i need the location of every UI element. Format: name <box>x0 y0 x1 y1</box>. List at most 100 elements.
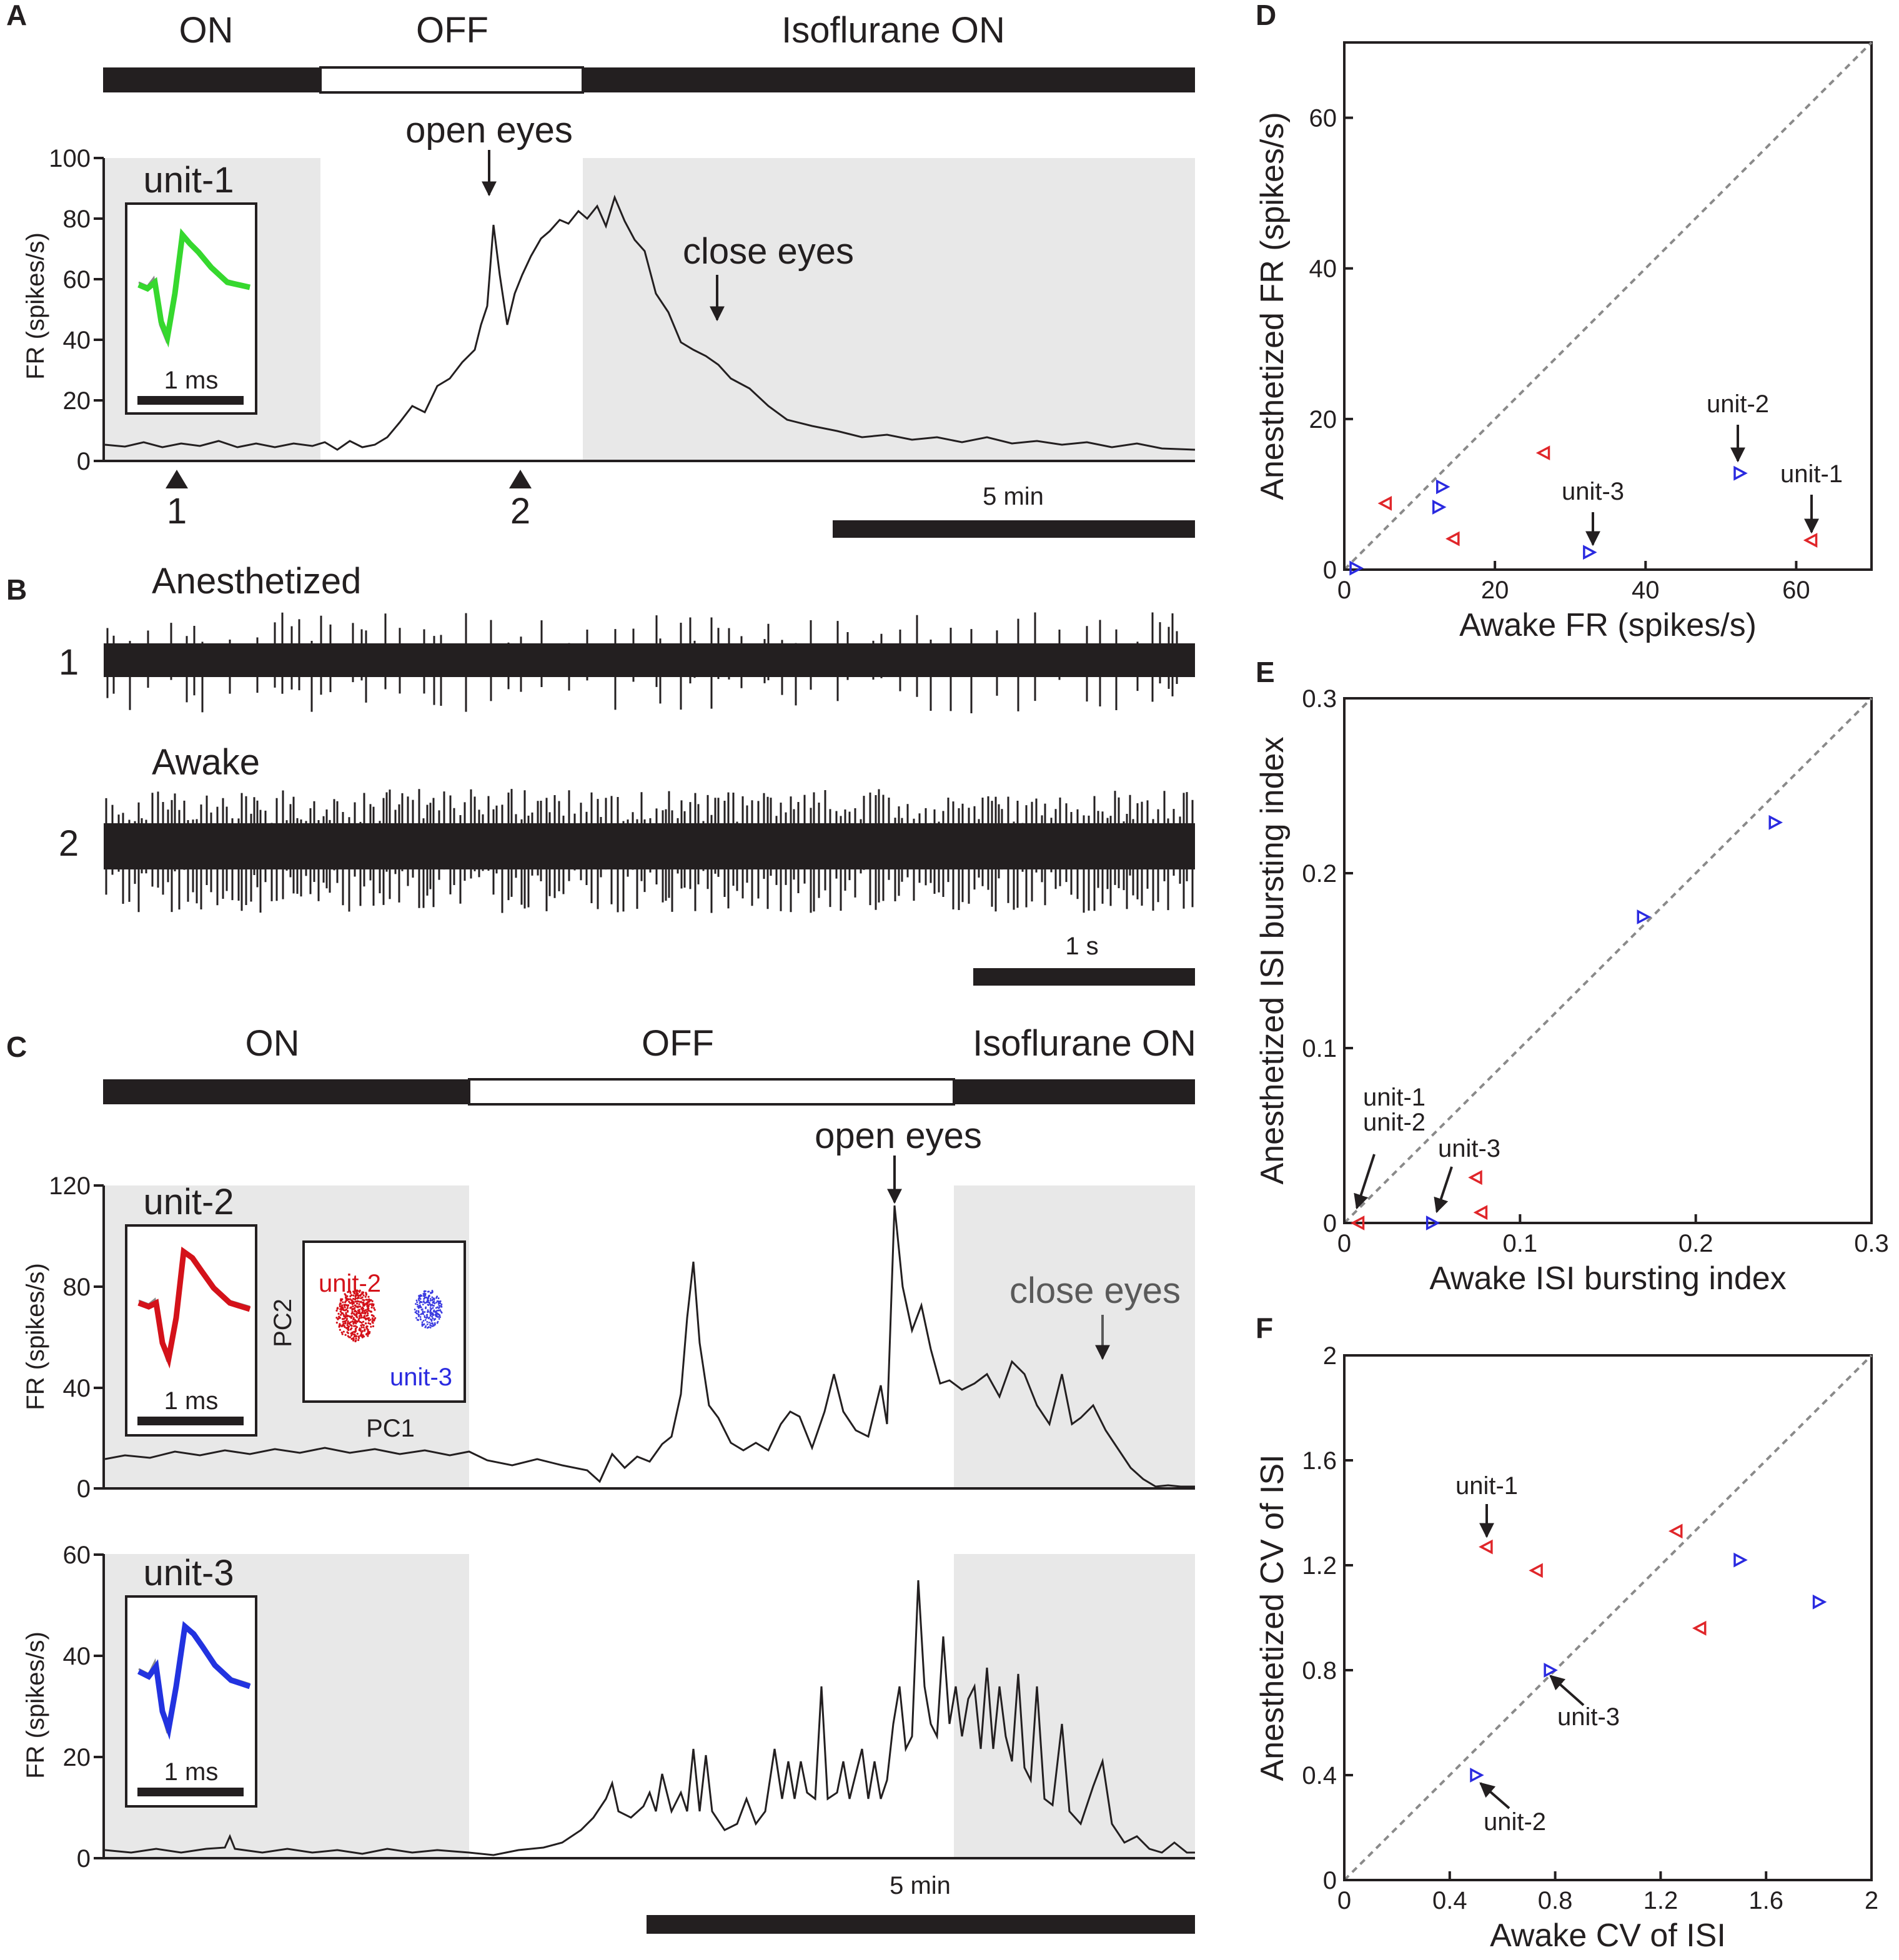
pca-point <box>436 1322 439 1324</box>
x-tick-label: 20 <box>1481 577 1509 604</box>
pca-point <box>371 1320 374 1323</box>
pca-point <box>340 1300 342 1302</box>
panel-a-close-eyes-label: close eyes <box>683 231 854 272</box>
y-tick-label: 0 <box>1323 1210 1337 1237</box>
panel-b-letter: B <box>6 573 27 606</box>
pca-point <box>364 1322 367 1325</box>
pca-point <box>360 1300 362 1303</box>
pca-point <box>337 1312 340 1315</box>
pca-point <box>435 1311 437 1314</box>
pca-point <box>430 1322 432 1325</box>
pca-point <box>429 1311 431 1314</box>
pca-point <box>420 1313 422 1315</box>
pca-point <box>366 1332 369 1335</box>
panel-b-trace-1-spikes <box>106 612 1178 714</box>
panel-a-shade-iso <box>583 158 1195 461</box>
pca-point <box>361 1330 364 1332</box>
pca-point <box>433 1297 435 1300</box>
pca-point <box>429 1309 432 1311</box>
pca-point <box>415 1310 418 1312</box>
pca-point <box>343 1324 345 1327</box>
pca-point <box>420 1309 423 1311</box>
pca-point <box>352 1317 355 1319</box>
pca-point <box>350 1317 352 1319</box>
pca-point <box>350 1332 352 1335</box>
pca-point <box>361 1292 364 1295</box>
pca-point <box>438 1305 440 1307</box>
pca-point <box>366 1308 369 1310</box>
panel-c-bottom-inset-scalebar <box>137 1788 244 1796</box>
panel-a-state-bar <box>103 66 1195 94</box>
y-axis-label: Anesthetized CV of ISI <box>1254 1454 1291 1781</box>
pca-point <box>368 1298 370 1300</box>
pca-point <box>431 1290 434 1292</box>
pca-point <box>440 1303 443 1305</box>
pca-point <box>362 1303 365 1305</box>
pca-point <box>415 1299 418 1302</box>
point-annotation: unit-2 <box>1484 1808 1546 1836</box>
data-point-blue <box>1470 1768 1484 1783</box>
pca-point <box>426 1323 429 1325</box>
pca-point <box>358 1337 360 1339</box>
pca-cluster-unit-2 <box>335 1289 377 1343</box>
pca-point <box>372 1315 375 1318</box>
pca-point <box>359 1328 362 1331</box>
pca-point <box>372 1319 374 1321</box>
pca-point <box>345 1304 349 1307</box>
panel-c-state-bar <box>103 1078 1195 1106</box>
pca-point <box>356 1316 359 1319</box>
pca-point <box>372 1304 375 1307</box>
panel-c-top-shade-iso <box>954 1185 1195 1488</box>
pca-point <box>429 1314 432 1317</box>
pca-point <box>425 1307 427 1310</box>
pca-point <box>438 1309 440 1312</box>
pca-point <box>350 1312 353 1315</box>
pca-point <box>356 1320 359 1323</box>
pca-point <box>369 1323 372 1325</box>
pca-point <box>354 1330 357 1332</box>
pca-point <box>419 1316 422 1318</box>
pca-point <box>416 1301 419 1304</box>
pca-point <box>426 1320 429 1323</box>
pca-point <box>340 1325 343 1327</box>
panel-letter: E <box>1256 656 1275 688</box>
x-tick-label: 2 <box>1865 1887 1878 1914</box>
data-point-blue <box>1812 1594 1827 1610</box>
pca-point <box>424 1311 426 1313</box>
pca-point <box>415 1303 417 1305</box>
pca-point <box>363 1310 365 1312</box>
pca-point <box>345 1318 349 1320</box>
pca-point <box>342 1322 345 1325</box>
pca-point <box>357 1309 360 1312</box>
panel-c-bottom-inset-scale: 1 ms <box>164 1758 219 1786</box>
pca-point <box>421 1321 424 1324</box>
panel-c-bottom-ytick-label: 20 <box>63 1744 91 1771</box>
pca-point <box>339 1329 341 1331</box>
data-point-blue <box>1544 1663 1558 1678</box>
panel-a-inset-waveform <box>137 228 250 348</box>
pca-point <box>367 1317 369 1320</box>
pca-point <box>425 1325 427 1327</box>
panel-a-marker-2-label: 2 <box>510 491 530 532</box>
pca-point <box>354 1334 356 1336</box>
pca-point <box>344 1334 347 1336</box>
pca-point <box>431 1322 434 1324</box>
panel-c-bottom-inset-waveform <box>137 1621 251 1740</box>
panel-c-bottom-inset-unit: unit-3 <box>143 1553 234 1593</box>
pca-point <box>367 1314 369 1317</box>
data-point-blue <box>1435 479 1450 495</box>
pca-point <box>422 1304 424 1305</box>
pca-point <box>418 1299 420 1302</box>
y-tick-label: 2 <box>1323 1342 1337 1370</box>
panel-c-bottom-inset: unit-3 1 ms <box>125 1553 257 1808</box>
data-point-red <box>1668 1523 1683 1539</box>
pca-point <box>339 1302 342 1305</box>
pca-point <box>355 1314 358 1316</box>
pca-point <box>429 1318 432 1320</box>
panel-c-top-open-eyes-label: open eyes <box>815 1116 982 1156</box>
y-tick-label: 20 <box>1309 406 1337 433</box>
pca-label-unit-3: unit-3 <box>390 1364 452 1391</box>
data-point-red <box>1803 533 1818 548</box>
y-tick-label: 0.8 <box>1302 1657 1337 1685</box>
panel-c-top-ytick-label: 0 <box>77 1475 91 1503</box>
